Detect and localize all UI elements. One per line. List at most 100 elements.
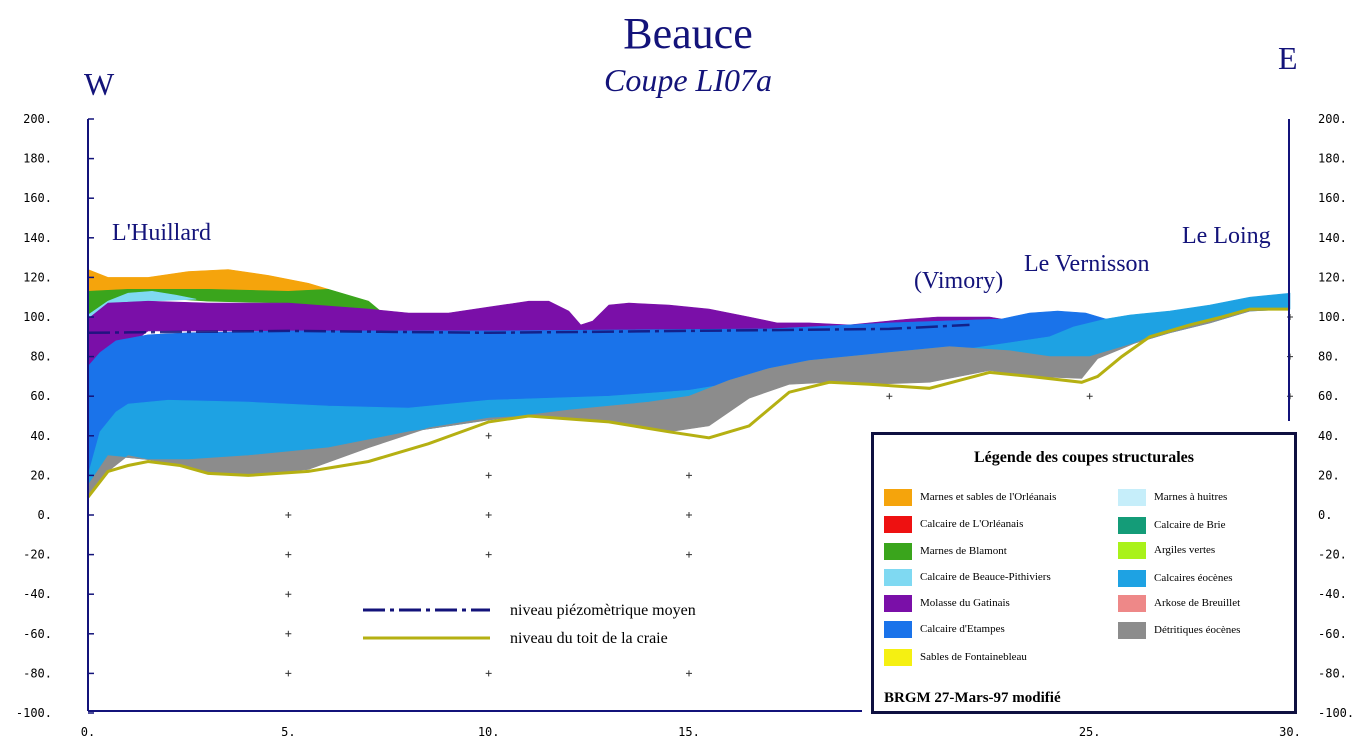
east-label: E bbox=[1278, 40, 1298, 76]
grid-cross bbox=[886, 393, 893, 400]
y-tick-label-left: -20. bbox=[23, 548, 52, 562]
x-tick-label: 30. bbox=[1279, 725, 1301, 739]
line-legend: niveau piézomètrique moyen niveau du toi… bbox=[363, 602, 696, 647]
legend-swatch bbox=[1118, 517, 1146, 534]
grid-cross bbox=[485, 551, 492, 558]
grid-cross bbox=[686, 551, 692, 558]
y-tick-label-right: 100. bbox=[1318, 310, 1347, 324]
legend-swatch bbox=[884, 543, 912, 560]
y-tick-label-left: 0. bbox=[38, 508, 52, 522]
legend-swatch bbox=[1118, 570, 1146, 587]
legend-swatch bbox=[884, 649, 912, 666]
legend-label: Détritiques éocènes bbox=[1154, 624, 1241, 636]
grid-cross bbox=[1086, 393, 1093, 400]
piezo-legend-label: niveau piézomètrique moyen bbox=[510, 602, 696, 619]
legend-label: Argiles vertes bbox=[1154, 544, 1216, 556]
legend-swatch bbox=[884, 621, 912, 638]
y-tick-label-right: 140. bbox=[1318, 231, 1347, 245]
figure-title: Beauce bbox=[623, 9, 753, 58]
y-tick-label-left: 200. bbox=[23, 112, 52, 126]
y-tick-label-right: -80. bbox=[1318, 666, 1347, 680]
legend-label: Arkose de Breuillet bbox=[1154, 597, 1241, 609]
chalk-legend-label: niveau du toit de la craie bbox=[510, 630, 668, 647]
y-tick-label-right: -60. bbox=[1318, 627, 1347, 641]
legend-swatch bbox=[884, 516, 912, 533]
legend-swatch bbox=[1118, 595, 1146, 612]
grid-cross bbox=[686, 512, 692, 518]
x-tick-label: 25. bbox=[1079, 725, 1101, 739]
y-tick-label-right: 60. bbox=[1318, 389, 1340, 403]
geological-layers bbox=[87, 269, 1291, 499]
x-tick-label: 5. bbox=[281, 725, 295, 739]
grid-cross bbox=[285, 630, 292, 637]
y-tick-label-right: -40. bbox=[1318, 587, 1347, 601]
y-tick-label-right: 120. bbox=[1318, 270, 1347, 284]
layer-marnes-et-sables-de-l-orleanais bbox=[87, 269, 329, 292]
credit-text: BRGM 27-Mars-97 modifié bbox=[884, 690, 1061, 706]
legend-label: Molasse du Gatinais bbox=[920, 597, 1010, 609]
legend-title: Légende des coupes structurales bbox=[974, 449, 1194, 466]
place-vimory: (Vimory) bbox=[914, 268, 1004, 294]
y-tick-label-right: -100. bbox=[1318, 706, 1354, 720]
y-tick-label-left: 20. bbox=[30, 468, 52, 482]
grid-cross bbox=[485, 472, 492, 479]
legend-label: Sables de Fontainebleau bbox=[920, 651, 1027, 663]
y-tick-label-left: 100. bbox=[23, 310, 52, 324]
figure-subtitle: Coupe LI07a bbox=[604, 62, 772, 98]
grid-cross bbox=[285, 512, 292, 518]
y-tick-label-right: 80. bbox=[1318, 350, 1340, 364]
y-tick-label-left: 60. bbox=[30, 389, 52, 403]
y-tick-label-left: 80. bbox=[30, 350, 52, 364]
y-tick-label-left: 180. bbox=[23, 152, 52, 166]
place-le-vernisson: Le Vernisson bbox=[1024, 251, 1150, 277]
legend-label: Marnes à huitres bbox=[1154, 491, 1228, 503]
y-tick-label-left: -100. bbox=[16, 706, 52, 720]
legend-swatch bbox=[884, 595, 912, 612]
axes: 200. 200. 180. 180. 160. 160. 140. 140. 120. 120.… bbox=[16, 112, 1354, 739]
y-tick-label-right: 20. bbox=[1318, 468, 1340, 482]
y-tick-label-left: 160. bbox=[23, 191, 52, 205]
x-tick-label: 10. bbox=[478, 725, 500, 739]
grid-cross bbox=[686, 472, 692, 479]
x-tick-label: 15. bbox=[678, 725, 700, 739]
legend-label: Calcaire d'Etampes bbox=[920, 623, 1005, 635]
place-le-loing: Le Loing bbox=[1182, 223, 1271, 249]
legend-swatch bbox=[1118, 489, 1146, 506]
y-tick-label-right: 40. bbox=[1318, 429, 1340, 443]
chalk-top-line bbox=[86, 307, 1290, 499]
legend-label: Calcaire de L'Orléanais bbox=[920, 518, 1024, 530]
y-tick-label-left: 40. bbox=[30, 429, 52, 443]
y-tick-label-right: 160. bbox=[1318, 191, 1347, 205]
grid-cross bbox=[485, 670, 492, 677]
x-tick-label: 0. bbox=[81, 725, 95, 739]
legend-box: Légende des coupes structurales Marnes e… bbox=[871, 432, 1297, 714]
y-tick-label-right: 180. bbox=[1318, 152, 1347, 166]
place-lhuillard: L'Huillard bbox=[112, 220, 211, 246]
level-lines bbox=[86, 307, 1290, 499]
y-tick-label-right: -20. bbox=[1318, 548, 1347, 562]
y-tick-label-left: -80. bbox=[23, 666, 52, 680]
grid-cross bbox=[285, 670, 292, 677]
y-tick-label-left: 140. bbox=[23, 231, 52, 245]
grid-cross bbox=[485, 432, 492, 439]
legend-swatch bbox=[884, 489, 912, 506]
legend-label: Marnes de Blamont bbox=[920, 545, 1007, 557]
grid-cross bbox=[285, 551, 292, 558]
legend-swatch bbox=[1118, 542, 1146, 559]
legend-swatch bbox=[1118, 622, 1146, 639]
grid-cross bbox=[686, 670, 692, 677]
grid-cross bbox=[285, 591, 292, 598]
west-label: W bbox=[84, 66, 115, 102]
y-tick-label-left: 120. bbox=[23, 270, 52, 284]
y-tick-label-left: -40. bbox=[23, 587, 52, 601]
grid-cross bbox=[485, 512, 492, 518]
legend-label: Marnes et sables de l'Orléanais bbox=[920, 491, 1057, 503]
y-tick-label-right: 0. bbox=[1318, 508, 1332, 522]
y-tick-label-left: -60. bbox=[23, 627, 52, 641]
legend-label: Calcaire de Beauce-Pithiviers bbox=[920, 571, 1051, 583]
y-tick-label-right: 200. bbox=[1318, 112, 1347, 126]
legend-swatch bbox=[884, 569, 912, 586]
legend-label: Calcaires éocènes bbox=[1154, 572, 1233, 584]
